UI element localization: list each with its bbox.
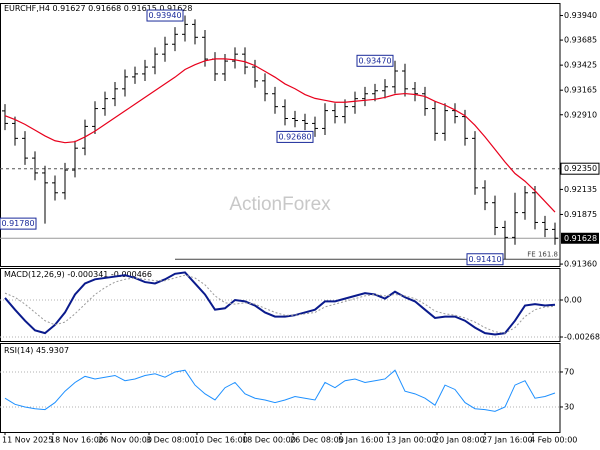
x-tick-label: 27 Jan 16:00: [482, 436, 533, 445]
indicator-title: RSI(14): [4, 346, 33, 355]
x-tick-label: 5 Jan 16:00: [338, 436, 384, 445]
level-label: 0.92350: [564, 164, 597, 173]
level-box: [560, 162, 600, 175]
indicator-value: -0.000341: [67, 270, 108, 279]
y-tick-label: 70: [564, 367, 574, 376]
fibo-label: FE 161.8: [527, 250, 558, 258]
x-tick-label: 26 Dec 08:00: [290, 436, 344, 445]
annotation-label: 0.93940: [148, 11, 181, 20]
y-tick-label: -0.002681: [564, 333, 600, 342]
x-tick-label: 13 Jan 00:00: [386, 436, 437, 445]
indicator-value: 45.9307: [36, 346, 69, 355]
y-tick-label: 0.92910: [564, 110, 597, 119]
header-value: 0.91628: [159, 4, 192, 13]
x-tick-label: 4 Feb 00:00: [530, 436, 577, 445]
y-tick-label: 0.91875: [564, 210, 597, 219]
indicator-title: MACD(12,26,9): [4, 270, 65, 279]
y-tick-label: 0.93165: [564, 86, 597, 95]
y-tick-label: 30: [564, 402, 574, 411]
panel-frame: [0, 3, 561, 267]
y-tick-label: 0.91360: [564, 260, 597, 269]
current-price-box: [561, 232, 599, 244]
header-value: 0.91615: [124, 4, 157, 13]
symbol: EURCHF,H4: [4, 4, 50, 13]
moving-average: [4, 58, 556, 213]
y-tick-label: 0.00: [564, 296, 582, 305]
x-tick-label: 20 Jan 08:00: [434, 436, 485, 445]
header-value: 0.91627: [52, 4, 85, 13]
watermark: ActionForex: [229, 194, 331, 215]
rsi-header: RSI(14) 45.9307: [4, 346, 69, 355]
y-tick-label: 0.93425: [564, 61, 597, 70]
indicator-line: [4, 274, 556, 334]
annotation-box: [146, 9, 184, 22]
panel-frame: [0, 268, 561, 342]
indicator-line: [4, 271, 556, 336]
annotation-label: 0.92680: [278, 132, 311, 141]
x-tick-label: 3 Dec 08:00: [146, 436, 195, 445]
indicator-line: [4, 369, 556, 412]
annotation-label: 0.91780: [1, 219, 34, 228]
annotation-label: 0.93470: [358, 56, 391, 65]
annotation-box: [0, 217, 37, 230]
y-tick-label: 0.93940: [564, 11, 597, 20]
y-tick-label: 0.93685: [564, 36, 597, 45]
annotation-box: [356, 54, 394, 67]
x-tick-label: 18 Dec 00:00: [242, 436, 296, 445]
macd-header: MACD(12,26,9) -0.000341 -0.000466: [4, 270, 152, 279]
current-price-label: 0.91628: [564, 234, 597, 243]
price-header: EURCHF,H4 0.91627 0.91668 0.91615 0.9162…: [4, 4, 192, 13]
x-tick-label: 26 Nov 00:00: [98, 436, 152, 445]
annotation-box: [276, 130, 314, 143]
header-value: 0.91668: [88, 4, 121, 13]
x-tick-label: 18 Nov 16:00: [50, 436, 104, 445]
indicator-value: -0.000466: [111, 270, 152, 279]
x-tick-label: 11 Nov 2025: [2, 436, 53, 445]
annotation-box: [466, 253, 504, 266]
annotation-label: 0.91410: [468, 255, 501, 264]
panel-frame: [0, 343, 561, 433]
x-tick-label: 10 Dec 16:00: [194, 436, 248, 445]
y-tick-label: 0.92135: [564, 185, 597, 194]
